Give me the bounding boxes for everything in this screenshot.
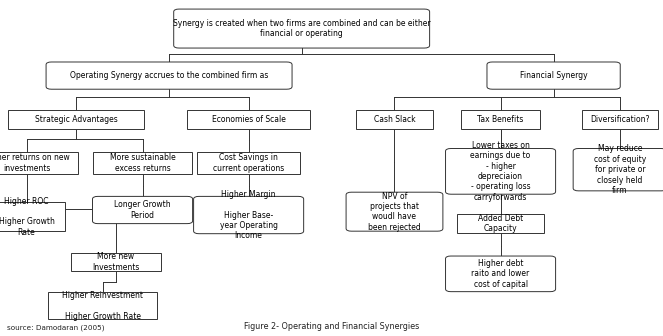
Text: Operating Synergy accrues to the combined firm as: Operating Synergy accrues to the combine… (70, 71, 269, 80)
FancyBboxPatch shape (48, 292, 158, 319)
FancyBboxPatch shape (582, 110, 658, 128)
Text: Added Debt
Capacity: Added Debt Capacity (478, 214, 523, 233)
FancyBboxPatch shape (487, 62, 621, 89)
Text: Financial Synergy: Financial Synergy (520, 71, 587, 80)
Text: Synergy is created when two firms are combined and can be either
financial or op: Synergy is created when two firms are co… (173, 19, 430, 38)
FancyBboxPatch shape (0, 202, 65, 231)
Text: Strategic Advantages: Strategic Advantages (35, 115, 117, 124)
Text: Tax Benefits: Tax Benefits (477, 115, 524, 124)
Text: source: Damodaran (2005): source: Damodaran (2005) (7, 325, 104, 331)
FancyBboxPatch shape (457, 214, 544, 233)
Text: Lower taxes on
earnings due to
- higher
depreciaion
- operating loss
carryforwar: Lower taxes on earnings due to - higher … (471, 141, 530, 202)
FancyBboxPatch shape (72, 253, 161, 271)
Text: Higher Reinvestment

Higher Growth Rate: Higher Reinvestment Higher Growth Rate (62, 291, 143, 321)
Text: Longer Growth
Period: Longer Growth Period (114, 200, 171, 220)
FancyBboxPatch shape (357, 110, 432, 128)
FancyBboxPatch shape (446, 149, 556, 194)
FancyBboxPatch shape (9, 110, 145, 128)
Text: More new
Investments: More new Investments (92, 252, 140, 272)
FancyBboxPatch shape (92, 196, 192, 224)
Text: Higher ROC

Higher Growth
Rate: Higher ROC Higher Growth Rate (0, 197, 54, 237)
FancyBboxPatch shape (446, 256, 556, 292)
Text: Diversification?: Diversification? (590, 115, 650, 124)
FancyBboxPatch shape (346, 192, 443, 231)
Text: NPV of
projects that
woudl have
been rejected: NPV of projects that woudl have been rej… (368, 192, 421, 232)
Text: More sustainable
excess returns: More sustainable excess returns (109, 153, 176, 173)
Text: Higher Margin

Higher Base-
year Operating
Income: Higher Margin Higher Base- year Operatin… (219, 190, 278, 240)
FancyBboxPatch shape (174, 9, 430, 48)
FancyBboxPatch shape (93, 152, 192, 174)
FancyBboxPatch shape (198, 152, 300, 174)
Text: Figure 2- Operating and Financial Synergies: Figure 2- Operating and Financial Synerg… (244, 322, 419, 331)
FancyBboxPatch shape (194, 196, 304, 234)
FancyBboxPatch shape (573, 149, 663, 191)
FancyBboxPatch shape (187, 110, 310, 128)
FancyBboxPatch shape (0, 152, 78, 174)
Text: Economies of Scale: Economies of Scale (211, 115, 286, 124)
Text: Higher returns on new
investments: Higher returns on new investments (0, 153, 70, 173)
FancyBboxPatch shape (461, 110, 540, 128)
Text: Higher debt
raito and lower
cost of capital: Higher debt raito and lower cost of capi… (471, 259, 530, 289)
Text: Cost Savings in
current operations: Cost Savings in current operations (213, 153, 284, 173)
FancyBboxPatch shape (46, 62, 292, 89)
Text: May reduce
cost of equity
for private or
closely held
firm: May reduce cost of equity for private or… (594, 144, 646, 195)
Text: Cash Slack: Cash Slack (374, 115, 415, 124)
